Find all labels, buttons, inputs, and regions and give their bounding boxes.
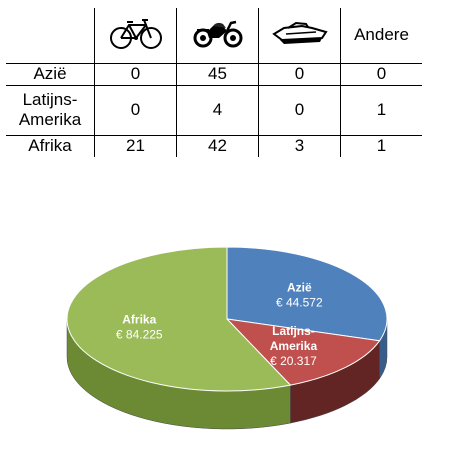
row-label: Afrika <box>28 136 72 156</box>
bicycle-icon <box>109 18 162 49</box>
pie-slice-value: € 20.317 <box>270 354 317 368</box>
table-cell: 0 <box>258 63 341 85</box>
pie-slice-label: Azië <box>287 281 312 295</box>
table-row: Azië 0 45 0 0 <box>6 63 422 85</box>
table-cell: 3 <box>258 135 341 157</box>
table-cell: 21 <box>94 135 177 157</box>
pie-slice <box>66 246 292 392</box>
table-corner-cell <box>6 8 95 63</box>
pie-slice-label: Amerika <box>270 339 318 353</box>
row-label: Latijns- Amerika <box>6 85 95 135</box>
vehicle-table: Andere Azië 0 45 0 0 Latijns- Amerika 0 4… <box>6 8 422 157</box>
table-cell: 0 <box>94 63 177 85</box>
pie-slice-label: Afrika <box>122 313 156 327</box>
table-row: Afrika 21 42 3 1 <box>6 135 422 157</box>
table-cell: 0 <box>94 85 177 135</box>
boat-icon <box>271 21 328 44</box>
header-andere: Andere <box>340 8 422 63</box>
pie-slice-value: € 44.572 <box>276 296 323 310</box>
header-bicycle <box>94 8 177 63</box>
table-cell: 4 <box>176 85 259 135</box>
header-motorcycle <box>176 8 259 63</box>
table-cell: 45 <box>176 63 259 85</box>
pie-chart: Azië€ 44.572 Latijns-Amerika€ 20.317 Afrik… <box>66 246 388 430</box>
header-boat <box>258 8 341 63</box>
table-row: Latijns- Amerika 0 4 0 1 <box>6 85 422 135</box>
row-label-line: Latijns- <box>22 90 78 109</box>
pie-slice <box>226 246 388 342</box>
table-cell: 0 <box>340 63 422 85</box>
row-label: Azië <box>33 64 67 83</box>
table-cell: 1 <box>340 135 422 157</box>
pie-slice-label: Latijns- <box>272 324 315 338</box>
table-cell: 0 <box>258 85 341 135</box>
table-cell: 1 <box>340 85 422 135</box>
table-header-row: Andere <box>6 8 422 63</box>
pie-slice <box>225 318 381 386</box>
table-cell: 42 <box>176 135 259 157</box>
row-label-line: Amerika <box>18 110 82 129</box>
pie-slice-value: € 84.225 <box>116 328 163 342</box>
motorcycle-icon <box>193 20 242 48</box>
